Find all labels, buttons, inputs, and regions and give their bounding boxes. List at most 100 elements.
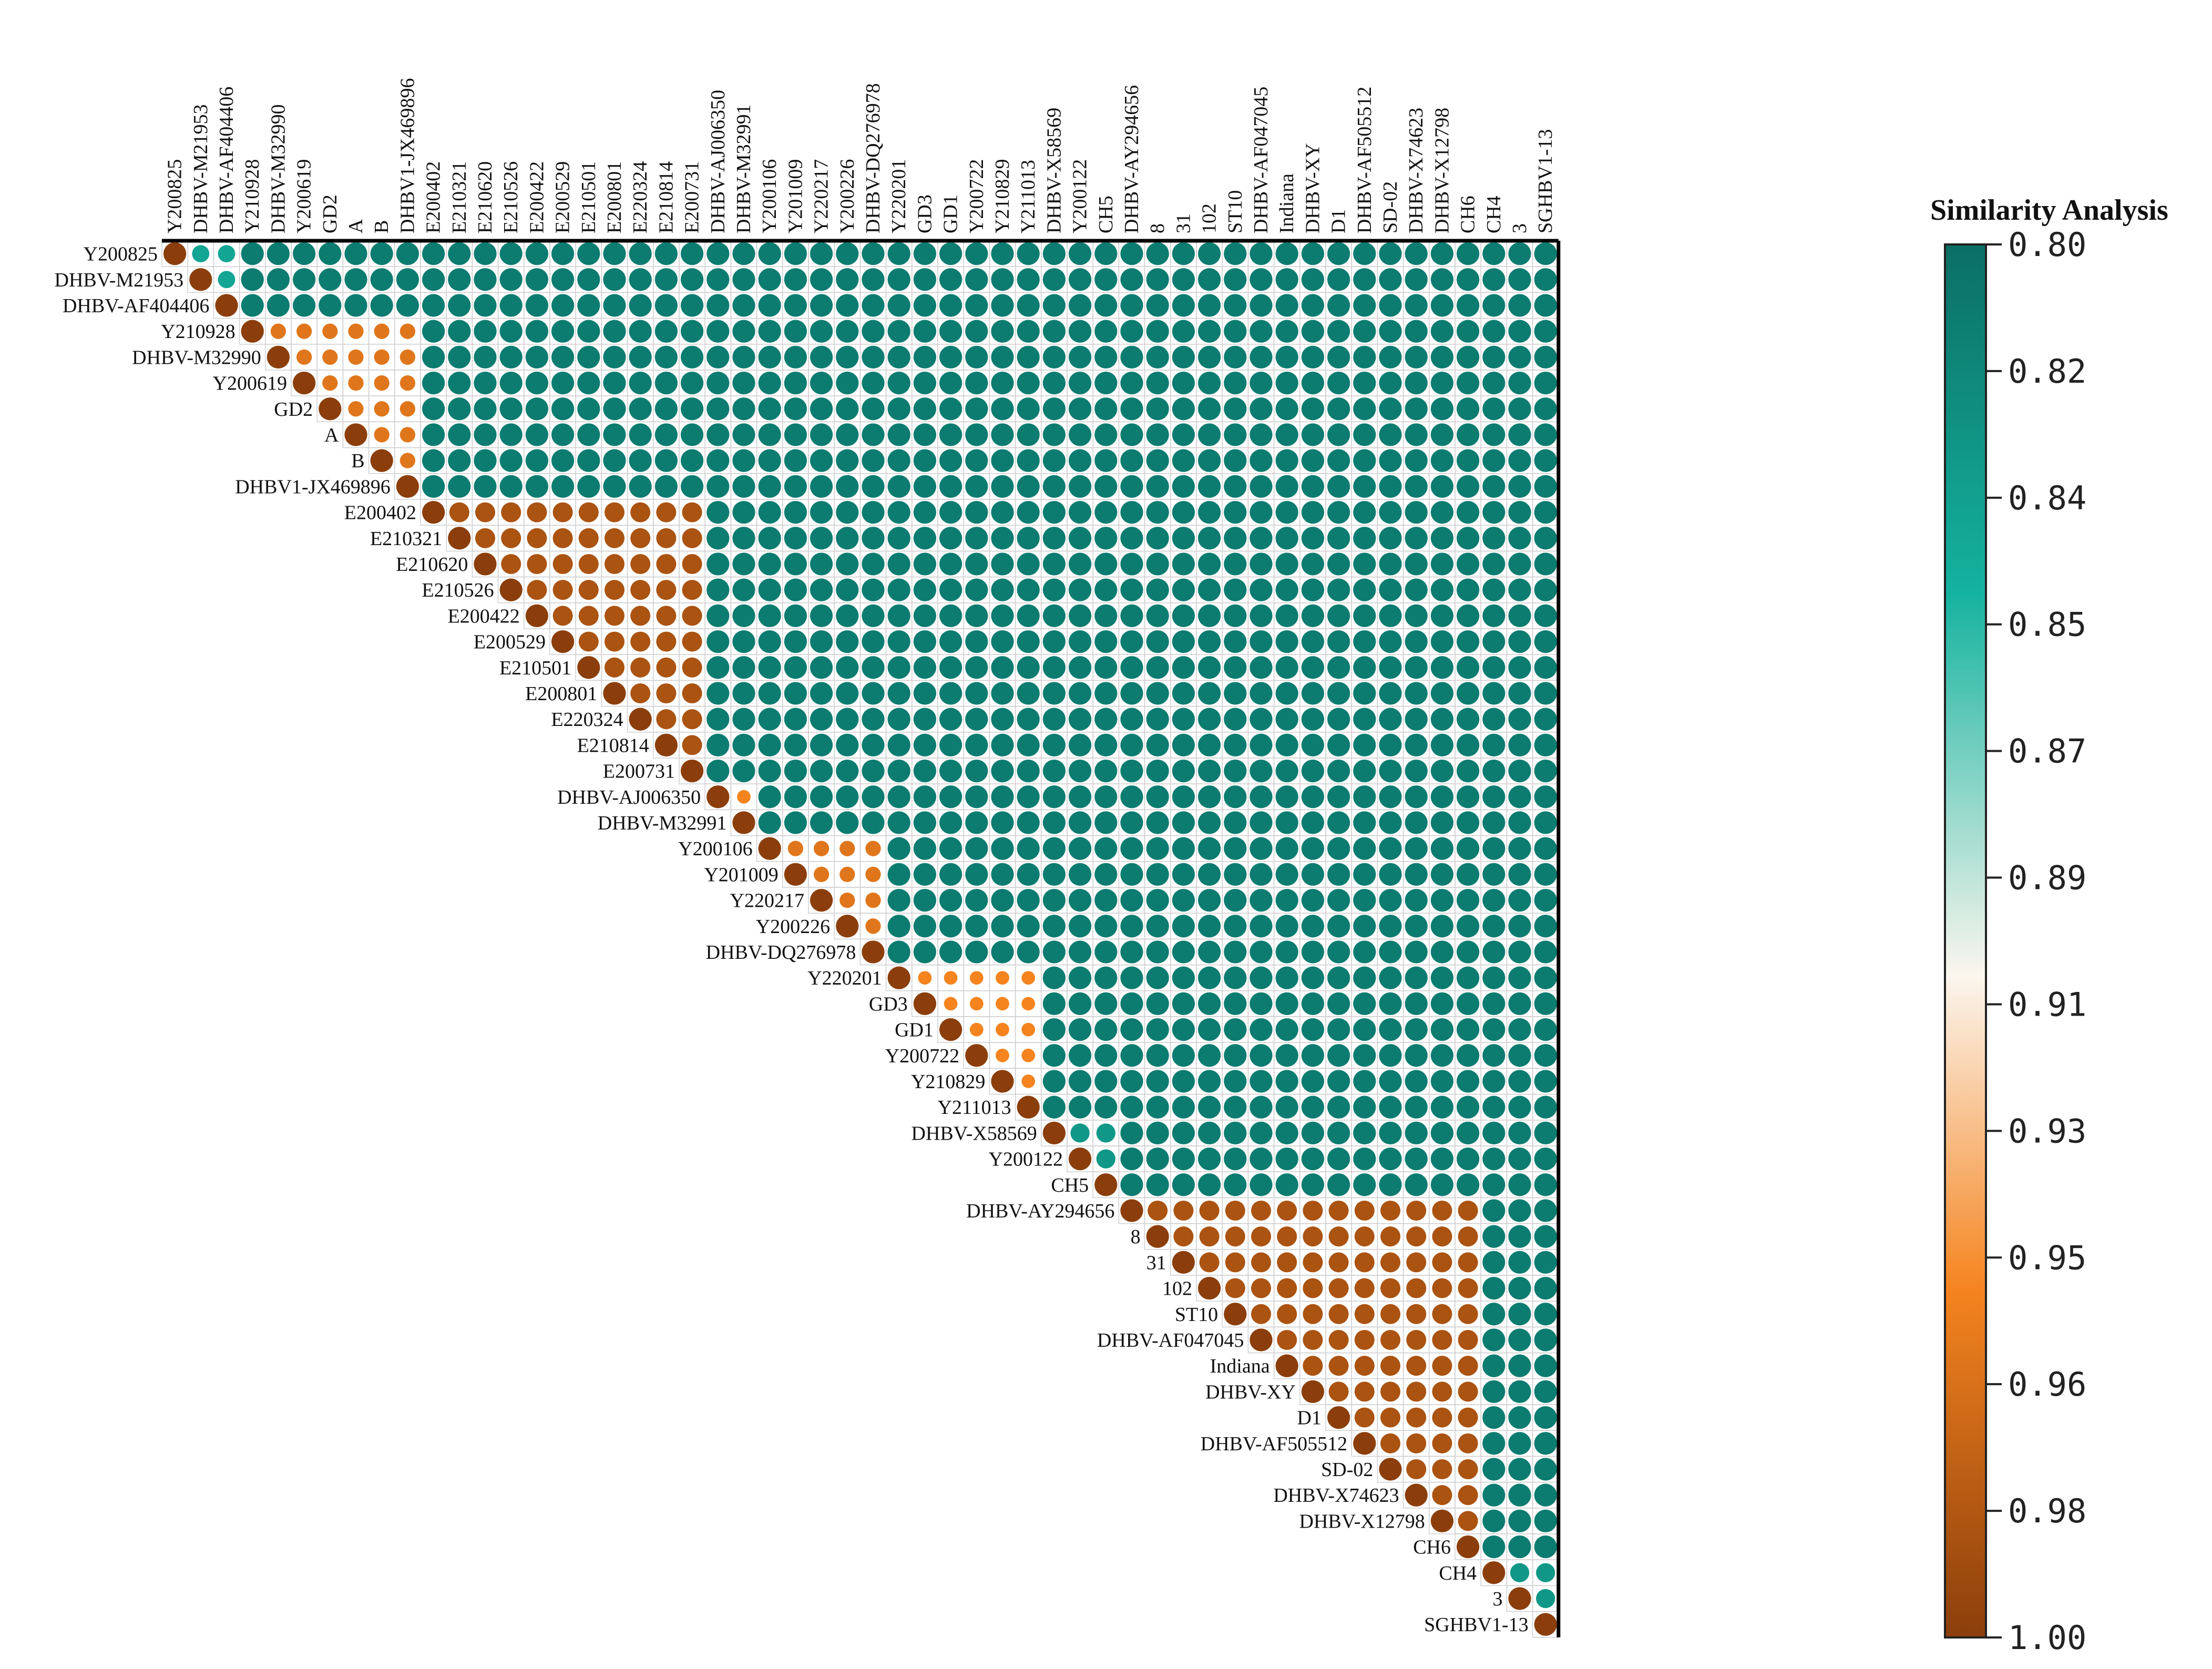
- similarity-circle: [1094, 475, 1118, 498]
- similarity-circle: [1482, 1535, 1506, 1559]
- similarity-circle: [1172, 578, 1195, 601]
- similarity-circle: [1250, 268, 1273, 291]
- similarity-circle: [1146, 733, 1169, 757]
- similarity-circle: [706, 708, 730, 731]
- similarity-circle: [474, 294, 497, 317]
- similarity-circle: [706, 294, 730, 317]
- similarity-circle: [1430, 552, 1454, 576]
- similarity-circle: [1172, 552, 1195, 576]
- similarity-circle: [839, 866, 855, 883]
- similarity-circle: [1094, 371, 1118, 395]
- similarity-circle: [1456, 423, 1480, 446]
- similarity-circle: [839, 892, 855, 908]
- similarity-circle: [680, 759, 704, 783]
- similarity-circle: [1250, 837, 1273, 860]
- similarity-circle: [1353, 527, 1376, 550]
- column-label: DHBV-X58569: [1043, 108, 1065, 233]
- similarity-circle: [1482, 1458, 1506, 1481]
- column-label: Indiana: [1276, 173, 1298, 233]
- similarity-circle: [1068, 992, 1092, 1016]
- similarity-circle: [1456, 1044, 1480, 1067]
- similarity-circle: [1042, 552, 1066, 576]
- similarity-circle: [1301, 1147, 1325, 1171]
- similarity-circle: [1482, 656, 1506, 679]
- similarity-circle: [501, 502, 521, 523]
- similarity-circle: [1379, 423, 1402, 446]
- similarity-circle: [706, 527, 730, 550]
- similarity-circle: [422, 345, 445, 369]
- similarity-circle: [1275, 397, 1298, 421]
- similarity-circle: [913, 242, 937, 265]
- similarity-circle: [577, 242, 600, 265]
- similarity-circle: [862, 345, 885, 369]
- similarity-circle: [887, 708, 910, 731]
- similarity-circle: [1146, 992, 1169, 1016]
- similarity-circle: [1172, 294, 1195, 317]
- similarity-circle: [991, 785, 1014, 808]
- similarity-circle: [1224, 837, 1247, 860]
- similarity-circle: [865, 841, 881, 856]
- similarity-circle: [1042, 682, 1066, 705]
- similarity-circle: [629, 371, 652, 395]
- similarity-circle: [810, 811, 833, 834]
- similarity-circle: [1224, 1303, 1247, 1326]
- similarity-circle: [1251, 1252, 1272, 1273]
- similarity-circle: [1430, 992, 1454, 1016]
- similarity-circle: [965, 552, 988, 576]
- row-label: A: [324, 424, 339, 446]
- similarity-circle: [1042, 345, 1066, 369]
- similarity-circle: [1379, 268, 1402, 291]
- similarity-circle: [1379, 1044, 1402, 1067]
- similarity-circle: [1094, 294, 1118, 317]
- similarity-circle: [1327, 527, 1350, 550]
- similarity-circle: [1456, 1018, 1480, 1041]
- similarity-circle: [267, 294, 290, 317]
- similarity-circle: [630, 606, 651, 626]
- similarity-circle: [1508, 992, 1531, 1016]
- similarity-circle: [1172, 992, 1195, 1016]
- similarity-circle: [1120, 242, 1143, 265]
- similarity-circle: [1380, 1329, 1401, 1350]
- similarity-circle: [1482, 966, 1506, 989]
- similarity-circle: [758, 708, 781, 731]
- similarity-circle: [1301, 966, 1325, 989]
- similarity-circle: [1301, 527, 1325, 550]
- similarity-circle: [1430, 837, 1454, 860]
- similarity-circle: [1353, 268, 1376, 291]
- similarity-circle: [1199, 1200, 1220, 1221]
- similarity-circle: [1353, 759, 1376, 783]
- similarity-circle: [629, 449, 652, 472]
- similarity-circle: [1482, 1303, 1506, 1326]
- similarity-circle: [732, 811, 755, 834]
- similarity-circle: [348, 349, 364, 365]
- similarity-circle: [1042, 604, 1066, 628]
- similarity-circle: [396, 475, 419, 498]
- similarity-circle: [965, 500, 988, 524]
- similarity-circle: [603, 423, 626, 446]
- similarity-circle: [810, 552, 833, 576]
- similarity-circle: [991, 630, 1014, 653]
- similarity-circle: [784, 785, 807, 808]
- similarity-circle: [810, 682, 833, 705]
- similarity-circle: [1197, 682, 1221, 705]
- similarity-circle: [1172, 1147, 1195, 1171]
- similarity-circle: [604, 502, 625, 523]
- similarity-circle: [1534, 475, 1557, 498]
- similarity-circle: [578, 580, 599, 600]
- similarity-circle: [1224, 966, 1247, 989]
- similarity-circle: [991, 940, 1014, 964]
- similarity-circle: [1197, 992, 1221, 1016]
- similarity-circle: [1042, 475, 1066, 498]
- similarity-circle: [939, 371, 962, 395]
- similarity-circle: [1456, 1147, 1480, 1171]
- similarity-circle: [422, 371, 445, 395]
- similarity-circle: [1275, 837, 1298, 860]
- similarity-circle: [1482, 320, 1506, 343]
- similarity-circle: [1353, 785, 1376, 808]
- similarity-circle: [1172, 888, 1195, 912]
- row-label: CH5: [1051, 1174, 1089, 1196]
- similarity-circle: [1094, 682, 1118, 705]
- row-label: E200801: [525, 683, 597, 705]
- similarity-circle: [1327, 837, 1350, 860]
- similarity-circle: [1482, 759, 1506, 783]
